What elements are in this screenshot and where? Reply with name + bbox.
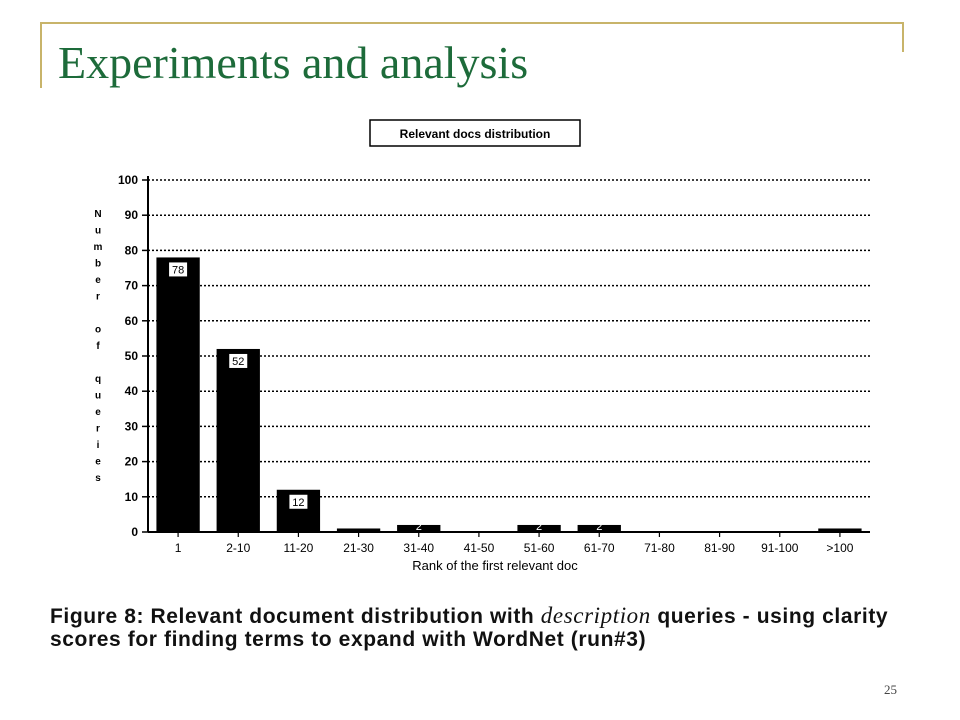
y-tick-label: 10 xyxy=(125,490,139,504)
data-label-box xyxy=(229,353,248,368)
bar xyxy=(818,528,862,532)
y-tick-label: 20 xyxy=(125,455,139,469)
axes xyxy=(142,176,870,537)
y-tick-label: 50 xyxy=(125,349,139,363)
chart-title-box xyxy=(369,119,581,147)
y-tick-label: 90 xyxy=(125,208,139,222)
data-label: 12 xyxy=(292,497,304,509)
right-rule xyxy=(902,22,904,52)
y-tick-label: 0 xyxy=(131,525,138,539)
x-tick-label: 11-20 xyxy=(284,541,314,555)
data-label: 2 xyxy=(536,521,542,533)
slide-title: Experiments and analysis xyxy=(58,37,529,88)
x-tick-label: 31-40 xyxy=(403,541,434,555)
x-tick-label: 41-50 xyxy=(464,541,495,555)
x-tick-label: 91-100 xyxy=(761,541,799,555)
data-label-box xyxy=(289,494,308,509)
grid-lines xyxy=(148,179,870,498)
x-axis-label: Rank of the first relevant doc xyxy=(412,558,578,573)
data-label: 52 xyxy=(232,356,244,368)
x-tick-label: 21-30 xyxy=(343,541,374,555)
x-tick-label: >100 xyxy=(826,541,853,555)
bar xyxy=(577,524,621,532)
top-rule xyxy=(40,22,904,24)
chart-title: Relevant docs distribution xyxy=(400,127,551,141)
data-label: 2 xyxy=(416,521,422,533)
bar xyxy=(517,524,561,532)
x-tick-label: 51-60 xyxy=(524,541,555,555)
y-tick-label: 100 xyxy=(118,173,138,187)
x-tick-label: 2-10 xyxy=(226,541,250,555)
tick-labels: 0 10 20 30 40 50 60 70 80 90 100 1 2-10 11-20 21-30 31-… xyxy=(118,173,854,555)
bar xyxy=(156,257,200,532)
bar xyxy=(216,348,260,532)
data-label: 78 xyxy=(172,264,184,276)
x-tick-label: 61-70 xyxy=(584,541,615,555)
bar xyxy=(397,524,441,532)
data-label: 2 xyxy=(596,521,602,533)
y-tick-label: 60 xyxy=(125,314,139,328)
data-label-box xyxy=(169,262,188,277)
page-number: 25 xyxy=(884,682,897,697)
y-tick-label: 40 xyxy=(125,384,139,398)
x-tick-label: 71-80 xyxy=(644,541,675,555)
bars: 78 52 12 2 2 2 xyxy=(156,257,862,533)
caption-italic: description xyxy=(540,603,651,628)
left-rule xyxy=(40,22,42,88)
y-tick-label: 30 xyxy=(125,419,139,433)
y-tick-label: 80 xyxy=(125,243,139,257)
figure-caption: Figure 8: Relevant document distribution… xyxy=(50,604,910,651)
caption-suffix: queries - using clarity scores for findi… xyxy=(50,605,889,651)
bar xyxy=(336,528,381,532)
x-tick-label: 81-90 xyxy=(704,541,735,555)
y-tick-label: 70 xyxy=(125,279,139,293)
x-tick-label: 1 xyxy=(175,541,182,555)
caption-prefix: Figure 8: Relevant document distribution… xyxy=(50,605,535,628)
bar-chart: Relevant docs distribution 78 52 12 2 2 2 0 10… xyxy=(94,119,870,573)
